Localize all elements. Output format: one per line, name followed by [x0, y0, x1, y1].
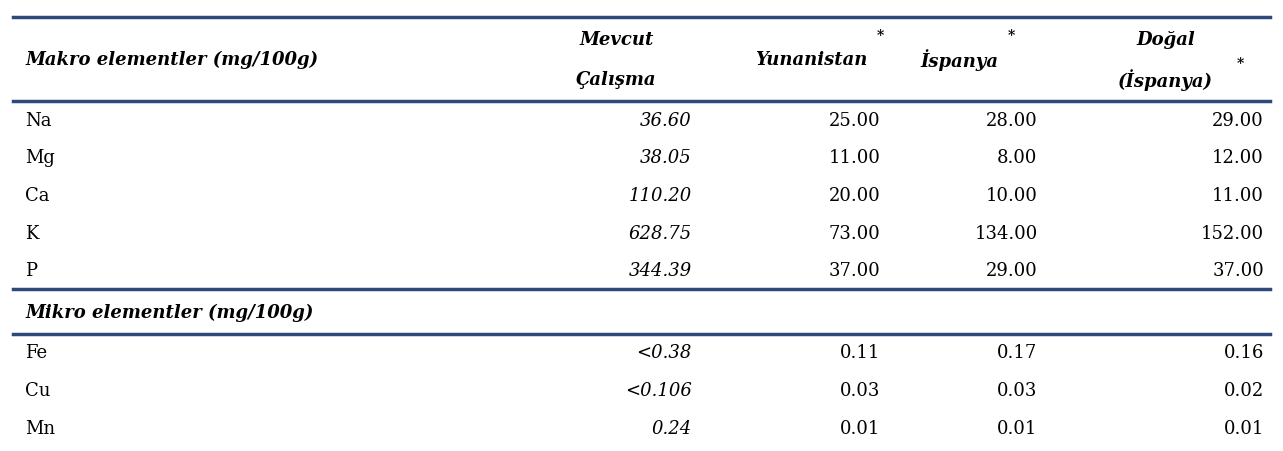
Text: 25.00: 25.00	[829, 111, 880, 129]
Text: P: P	[26, 262, 37, 280]
Text: 10.00: 10.00	[985, 187, 1038, 205]
Text: İspanya: İspanya	[921, 49, 998, 71]
Text: 0.24: 0.24	[652, 419, 692, 437]
Text: Yunanistan: Yunanistan	[756, 51, 867, 69]
Text: 0.02: 0.02	[1224, 381, 1264, 399]
Text: 0.01: 0.01	[840, 419, 880, 437]
Text: Na: Na	[26, 111, 51, 129]
Text: 0.16: 0.16	[1224, 344, 1264, 362]
Text: *: *	[876, 28, 884, 42]
Text: 37.00: 37.00	[1212, 262, 1264, 280]
Text: *: *	[1237, 57, 1243, 71]
Text: 0.01: 0.01	[997, 419, 1038, 437]
Text: 8.00: 8.00	[997, 149, 1038, 167]
Text: 0.01: 0.01	[1224, 419, 1264, 437]
Text: 110.20: 110.20	[629, 187, 692, 205]
Text: 152.00: 152.00	[1201, 224, 1264, 242]
Text: 134.00: 134.00	[974, 224, 1038, 242]
Text: Makro elementler (mg/100g): Makro elementler (mg/100g)	[26, 51, 318, 69]
Text: Fe: Fe	[26, 344, 47, 362]
Text: <0.106: <0.106	[625, 381, 692, 399]
Text: 11.00: 11.00	[1212, 187, 1264, 205]
Text: *: *	[1007, 28, 1015, 42]
Text: Ca: Ca	[26, 187, 50, 205]
Text: 38.05: 38.05	[640, 149, 692, 167]
Text: 12.00: 12.00	[1212, 149, 1264, 167]
Text: 0.03: 0.03	[997, 381, 1038, 399]
Text: Doğal: Doğal	[1137, 31, 1196, 49]
Text: Cu: Cu	[26, 381, 51, 399]
Text: 0.03: 0.03	[840, 381, 880, 399]
Text: Mevcut: Mevcut	[579, 31, 653, 49]
Text: 0.11: 0.11	[840, 344, 880, 362]
Text: 73.00: 73.00	[829, 224, 880, 242]
Text: 20.00: 20.00	[829, 187, 880, 205]
Text: 37.00: 37.00	[829, 262, 880, 280]
Text: 0.17: 0.17	[997, 344, 1038, 362]
Text: 11.00: 11.00	[829, 149, 880, 167]
Text: 28.00: 28.00	[985, 111, 1038, 129]
Text: 36.60: 36.60	[640, 111, 692, 129]
Text: Mikro elementler (mg/100g): Mikro elementler (mg/100g)	[26, 303, 314, 321]
Text: (İspanya): (İspanya)	[1119, 69, 1214, 91]
Text: 344.39: 344.39	[629, 262, 692, 280]
Text: Mn: Mn	[26, 419, 55, 437]
Text: <0.38: <0.38	[636, 344, 692, 362]
Text: 29.00: 29.00	[1212, 111, 1264, 129]
Text: 29.00: 29.00	[985, 262, 1038, 280]
Text: 628.75: 628.75	[629, 224, 692, 242]
Text: K: K	[26, 224, 38, 242]
Text: Çalışma: Çalışma	[576, 71, 657, 89]
Text: Mg: Mg	[26, 149, 55, 167]
